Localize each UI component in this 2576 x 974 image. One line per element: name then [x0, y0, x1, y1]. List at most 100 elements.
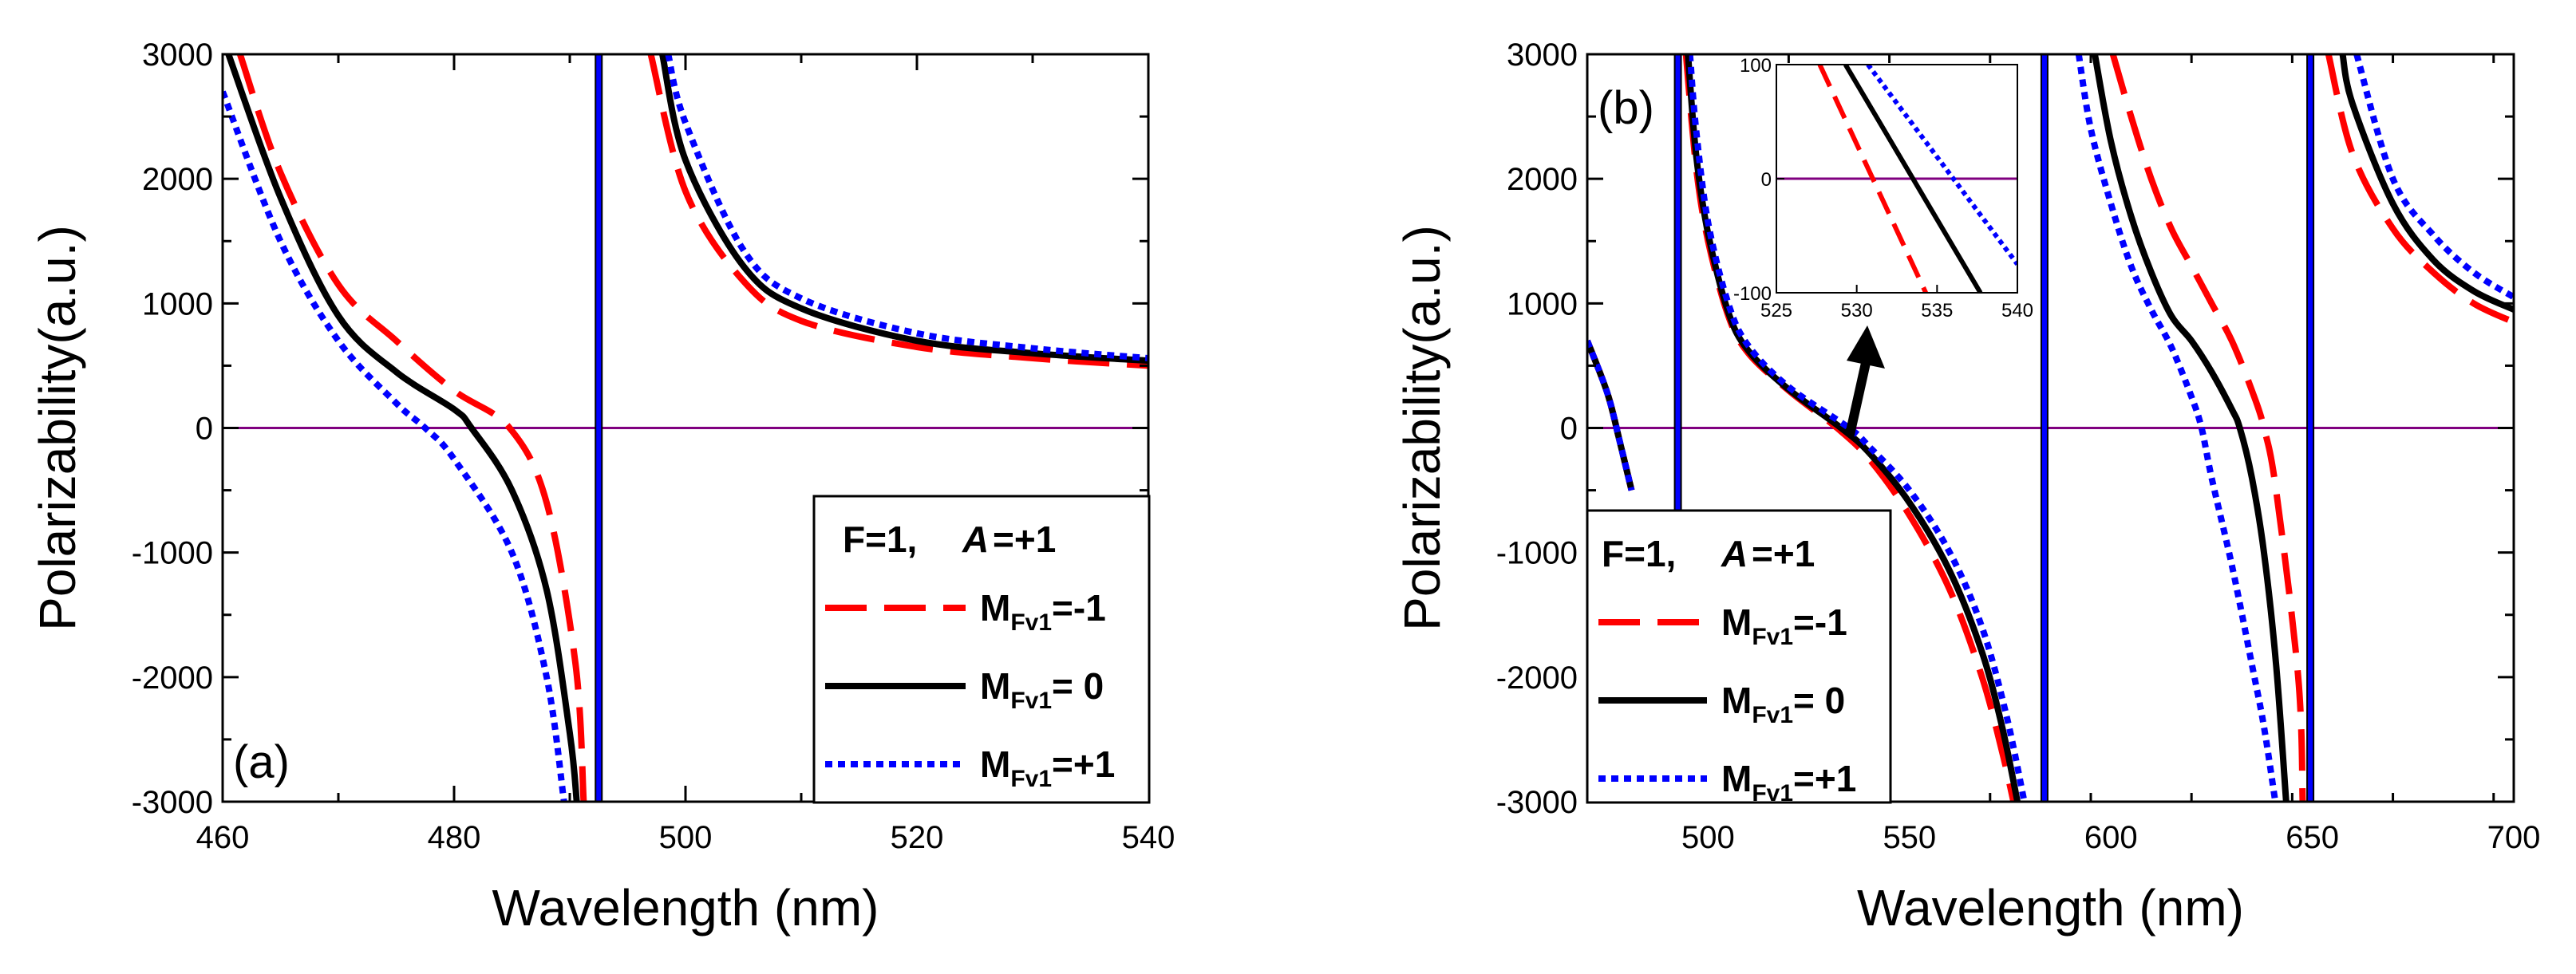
y-tick-label: -1000	[1496, 536, 1578, 571]
y-tick-label: 3000	[142, 37, 213, 73]
inset-series-line	[1843, 65, 1983, 293]
y-tick-label: -1000	[132, 536, 213, 571]
inset-y-tick-label: 0	[1761, 169, 1772, 191]
x-tick-label: 650	[2286, 820, 2339, 855]
y-tick-label: 0	[1560, 412, 1578, 447]
legend-title-value: =+1	[993, 519, 1056, 560]
series-line-mfv1-plus1	[1686, 54, 2028, 802]
legend-entry-label: MFv1= 0	[980, 665, 1104, 714]
series-group	[223, 54, 1148, 802]
series-line-mfv1-0	[659, 54, 1148, 365]
y-tick-label: -3000	[132, 785, 213, 820]
legend-entry-label: MFv1=-1	[980, 587, 1106, 636]
legend-entry-label: MFv1=+1	[980, 743, 1115, 792]
inset-pointer-arrow-shaft	[1845, 361, 1871, 436]
y-tick-label: -2000	[132, 661, 213, 696]
x-tick-label: 480	[428, 820, 481, 855]
series-line-mfv1-minus1	[2109, 54, 2306, 802]
legend-title: F=1,	[843, 519, 917, 560]
y-tick-label: 1000	[142, 286, 213, 321]
legend-entry-subscript: Fv1	[1752, 780, 1793, 806]
x-tick-label: 540	[1122, 820, 1175, 855]
legend-entry-value: =+1	[1052, 743, 1115, 785]
resonance-line	[2306, 53, 2315, 802]
inset-x-tick-label: 530	[1841, 300, 1873, 321]
panel-b-chart: 500 550 600 650 700-3000-2000-10000100020003…	[1393, 37, 2540, 937]
inset-y-tick-label: -100	[1733, 283, 1772, 305]
resonance-line	[595, 53, 603, 802]
y-tick-label: 2000	[1507, 162, 1578, 197]
legend-entry-main: M	[980, 587, 1010, 629]
legend-entry-subscript: Fv1	[1752, 702, 1793, 728]
series-line-mfv1-minus1	[237, 54, 587, 802]
series-line-mfv1-0	[1685, 54, 2021, 802]
series-line-mfv1-0	[225, 54, 580, 802]
legend-title-value: =+1	[1752, 533, 1815, 574]
legend-entry-subscript: Fv1	[1752, 624, 1793, 650]
legend-entry-label: MFv1= 0	[1721, 680, 1845, 728]
legend-entry-main: M	[1721, 601, 1752, 643]
y-tick-label: 0	[196, 412, 213, 447]
legend-entry-value: =-1	[1793, 601, 1847, 643]
x-axis-label: Wavelength (nm)	[1857, 879, 2244, 937]
legend-entry-value: =+1	[1793, 758, 1856, 799]
panel-a-chart: 460 480 500 520 540 -3000 -2000 -1000 0 1000 2000 3…	[29, 37, 1175, 937]
series-line-mfv1-minus1	[647, 54, 1148, 369]
legend-entry-value: =-1	[1052, 587, 1106, 629]
y-axis-label: Polarizability(a.u.)	[29, 225, 86, 631]
inset-x-tick-label: 535	[1921, 300, 1953, 321]
inset-y-tick-label: 100	[1740, 55, 1772, 77]
x-tick-label: 550	[1883, 820, 1936, 855]
legend-title-symbol: A	[962, 519, 989, 560]
series-line-mfv1-plus1	[1587, 339, 1635, 491]
legend-entry-subscript: Fv1	[1010, 766, 1052, 792]
legend-entry-value: = 0	[1793, 680, 1845, 721]
y-axis-label: Polarizability(a.u.)	[1393, 225, 1451, 631]
x-axis-label: Wavelength (nm)	[492, 879, 879, 937]
legend-entry-label: MFv1=+1	[1721, 758, 1856, 806]
y-tick-label: 2000	[142, 162, 213, 197]
inset-chart: 525 530 535 540 -100 0 100	[1733, 55, 2033, 436]
legend-entry-main: M	[980, 665, 1010, 707]
legend-entry-main: M	[980, 743, 1010, 785]
series-line-mfv1-plus1	[2353, 54, 2514, 300]
inset-x-tick-label: 525	[1760, 300, 1792, 321]
x-tick-label: 700	[2487, 820, 2541, 855]
legend-title: F=1,	[1602, 533, 1676, 574]
y-tick-label: -2000	[1496, 661, 1578, 696]
x-tick-label: 600	[2084, 820, 2138, 855]
legend-box	[812, 495, 1151, 804]
inset-series-group	[1817, 65, 2017, 293]
resonance-line	[2040, 53, 2049, 802]
legend-entry-subscript: Fv1	[1010, 609, 1052, 636]
panel-label: (b)	[1598, 82, 1654, 134]
legend-entry-label: MFv1=-1	[1721, 601, 1847, 650]
x-tick-label: 500	[659, 820, 713, 855]
legend-entry-subscript: Fv1	[1010, 688, 1052, 714]
series-line-mfv1-plus1	[665, 54, 1148, 361]
x-tick-label: 520	[891, 820, 944, 855]
inset-pointer-arrow-head	[1847, 325, 1885, 369]
legend-entry-value: = 0	[1052, 665, 1104, 707]
panel-label: (a)	[233, 736, 290, 788]
legend-title-symbol: A	[1721, 533, 1748, 574]
series-line-mfv1-plus1	[223, 90, 567, 802]
legend-box	[1586, 509, 1892, 804]
series-group	[1587, 54, 2514, 802]
legend-entry-main: M	[1721, 758, 1752, 799]
legend-entry-main: M	[1721, 680, 1752, 721]
series-line-mfv1-0	[2339, 54, 2514, 313]
y-tick-label: 3000	[1507, 37, 1578, 73]
x-tick-label: 460	[196, 820, 250, 855]
y-tick-label: -3000	[1496, 785, 1578, 820]
series-line-mfv1-0	[2092, 54, 2290, 802]
inset-series-line	[1817, 65, 1928, 293]
series-line-mfv1-minus1	[2325, 54, 2514, 325]
y-tick-label: 1000	[1507, 286, 1578, 321]
x-tick-label: 500	[1681, 820, 1735, 855]
inset-x-tick-label: 540	[2001, 300, 2033, 321]
inset-series-line	[1866, 65, 2017, 266]
